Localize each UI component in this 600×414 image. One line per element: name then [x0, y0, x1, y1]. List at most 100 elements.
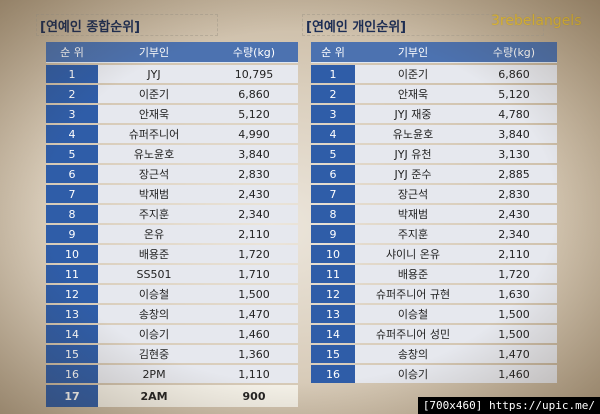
donor-cell: 이준기 — [355, 65, 471, 83]
donor-cell: 장근석 — [98, 165, 210, 183]
table-row: 9 주지훈 2,340 — [311, 225, 557, 243]
table-row: 13 송창의 1,470 — [46, 305, 298, 323]
donor-cell: 이승기 — [98, 325, 210, 343]
amount-cell: 10,795 — [210, 65, 298, 83]
donor-cell: 이준기 — [98, 85, 210, 103]
image-credit: [700x460] https://upic.me/ — [417, 397, 600, 414]
rank-column-header: 순 위 — [46, 42, 98, 63]
amount-cell: 1,500 — [471, 325, 557, 343]
amount-cell: 2,110 — [210, 225, 298, 243]
amount-cell: 5,120 — [471, 85, 557, 103]
rank-cell: 6 — [46, 165, 98, 183]
table-row: 14 슈퍼주니어 성민 1,500 — [311, 325, 557, 343]
rank-cell: 15 — [311, 345, 355, 363]
amount-cell: 1,470 — [471, 345, 557, 363]
table-row: 8 주지훈 2,340 — [46, 205, 298, 223]
table-row: 16 2PM 1,110 — [46, 365, 298, 383]
amount-cell: 1,710 — [210, 265, 298, 283]
amount-cell: 3,130 — [471, 145, 557, 163]
amount-cell: 5,120 — [210, 105, 298, 123]
rank-cell: 1 — [46, 65, 98, 83]
amount-cell: 1,630 — [471, 285, 557, 303]
right-section-title: [연예인 개인순위] — [306, 20, 407, 35]
amount-cell: 2,430 — [210, 185, 298, 203]
table-row: 4 유노윤호 3,840 — [311, 125, 557, 143]
amount-cell: 6,860 — [471, 65, 557, 83]
donor-cell: 박재범 — [98, 185, 210, 203]
donor-cell: 배용준 — [355, 265, 471, 283]
donor-cell: JYJ — [98, 65, 210, 83]
rank-cell: 3 — [311, 105, 355, 123]
table-row: 11 배용준 1,720 — [311, 265, 557, 283]
table-row: 5 유노윤호 3,840 — [46, 145, 298, 163]
rank-cell: 17 — [46, 385, 98, 407]
table-row: 12 이승철 1,500 — [46, 285, 298, 303]
rank-cell: 13 — [46, 305, 98, 323]
individual-ranking-table: 순 위 기부인 수량(kg) 1 이준기 6,860 2 안재욱 5,120 3 JYJ 재중… — [311, 40, 557, 385]
table-row: 16 이승기 1,460 — [311, 365, 557, 383]
amount-cell: 2,830 — [471, 185, 557, 203]
rank-cell: 10 — [311, 245, 355, 263]
donor-cell: 이승철 — [355, 305, 471, 323]
amount-cell: 6,860 — [210, 85, 298, 103]
amount-cell: 1,460 — [471, 365, 557, 383]
amount-cell: 900 — [210, 385, 298, 407]
rank-cell: 9 — [311, 225, 355, 243]
rank-cell: 4 — [46, 125, 98, 143]
table-row: 12 슈퍼주니어 규현 1,630 — [311, 285, 557, 303]
rank-cell: 3 — [46, 105, 98, 123]
donor-cell: 송창의 — [98, 305, 210, 323]
donor-cell: 슈퍼주니어 성민 — [355, 325, 471, 343]
amount-cell: 3,840 — [471, 125, 557, 143]
donor-cell: 유노윤호 — [98, 145, 210, 163]
donor-cell: SS501 — [98, 265, 210, 283]
donor-cell: 2PM — [98, 365, 210, 383]
rank-cell: 5 — [311, 145, 355, 163]
table-header-row: 순 위 기부인 수량(kg) — [311, 42, 557, 63]
rank-cell: 5 — [46, 145, 98, 163]
donor-cell: 김현중 — [98, 345, 210, 363]
table-row: 1 이준기 6,860 — [311, 65, 557, 83]
rank-cell: 12 — [46, 285, 98, 303]
left-section-title: [연예인 종합순위] — [40, 20, 141, 35]
donor-cell: JYJ 유천 — [355, 145, 471, 163]
donor-cell: 샤이니 온유 — [355, 245, 471, 263]
table-row: 14 이승기 1,460 — [46, 325, 298, 343]
rank-cell: 13 — [311, 305, 355, 323]
amount-column-header: 수량(kg) — [471, 42, 557, 63]
rank-cell: 11 — [311, 265, 355, 283]
donor-cell: 2AM — [98, 385, 210, 407]
table-row: 6 장근석 2,830 — [46, 165, 298, 183]
rank-cell: 16 — [46, 365, 98, 383]
donor-cell: 안재욱 — [98, 105, 210, 123]
table-row: 5 JYJ 유천 3,130 — [311, 145, 557, 163]
table-row: 1 JYJ 10,795 — [46, 65, 298, 83]
rank-cell: 2 — [46, 85, 98, 103]
rank-cell: 4 — [311, 125, 355, 143]
rank-cell: 2 — [311, 85, 355, 103]
rank-cell: 16 — [311, 365, 355, 383]
rank-cell: 7 — [46, 185, 98, 203]
donor-cell: 박재범 — [355, 205, 471, 223]
donor-cell: JYJ 준수 — [355, 165, 471, 183]
donor-cell: 주지훈 — [98, 205, 210, 223]
amount-column-header: 수량(kg) — [210, 42, 298, 63]
table-row: 2 안재욱 5,120 — [311, 85, 557, 103]
amount-cell: 4,780 — [471, 105, 557, 123]
donor-cell: 슈퍼주니어 — [98, 125, 210, 143]
amount-cell: 1,470 — [210, 305, 298, 323]
table-row: 10 샤이니 온유 2,110 — [311, 245, 557, 263]
donor-cell: 배용준 — [98, 245, 210, 263]
rank-cell: 10 — [46, 245, 98, 263]
table-row: 17 2AM 900 — [46, 385, 298, 407]
amount-cell: 2,340 — [210, 205, 298, 223]
rank-cell: 14 — [311, 325, 355, 343]
amount-cell: 2,340 — [471, 225, 557, 243]
amount-cell: 1,360 — [210, 345, 298, 363]
table-row: 15 송창의 1,470 — [311, 345, 557, 363]
table-row: 13 이승철 1,500 — [311, 305, 557, 323]
amount-cell: 1,460 — [210, 325, 298, 343]
table-row: 3 안재욱 5,120 — [46, 105, 298, 123]
table-row: 3 JYJ 재중 4,780 — [311, 105, 557, 123]
